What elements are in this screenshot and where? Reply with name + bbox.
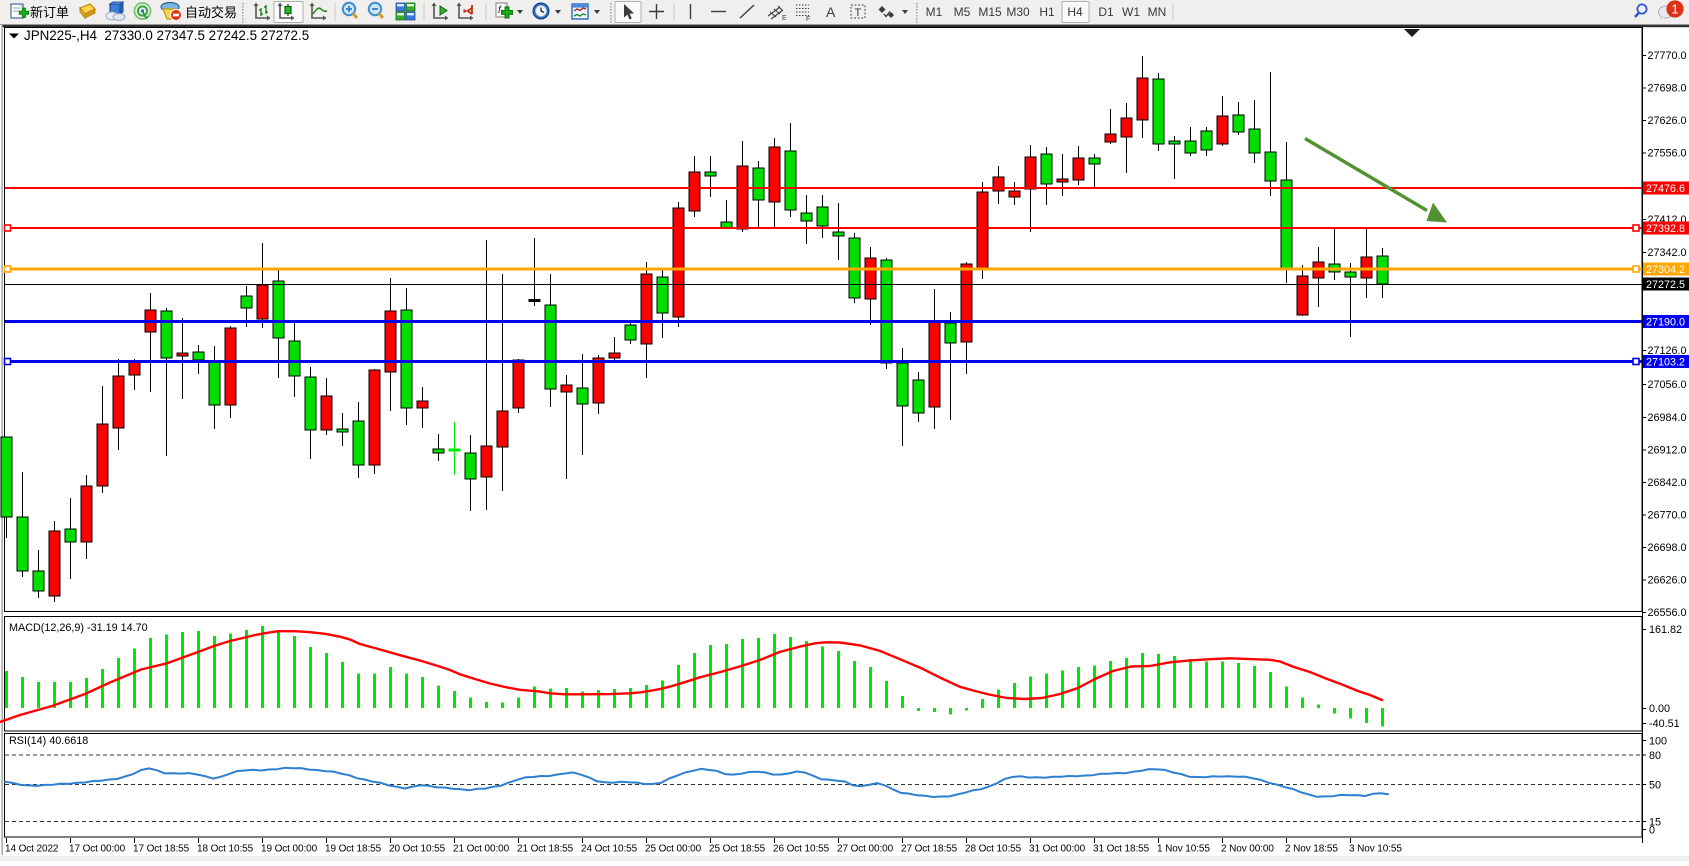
svg-text:27126.0: 27126.0 <box>1648 345 1687 357</box>
svg-text:18 Oct 10:55: 18 Oct 10:55 <box>197 844 254 855</box>
svg-text:21 Oct 00:00: 21 Oct 00:00 <box>453 844 510 855</box>
svg-text:19 Oct 18:55: 19 Oct 18:55 <box>325 844 382 855</box>
svg-text:1: 1 <box>1671 2 1678 17</box>
svg-text:26698.0: 26698.0 <box>1648 542 1687 554</box>
svg-text:E: E <box>782 15 787 22</box>
svg-text:M30: M30 <box>1006 5 1030 19</box>
svg-text:27698.0: 27698.0 <box>1648 83 1687 95</box>
svg-text:28 Oct 10:55: 28 Oct 10:55 <box>965 844 1022 855</box>
svg-text:26842.0: 26842.0 <box>1648 477 1687 489</box>
svg-text:JPN225-,H4 27330.0 27347.5 27: JPN225-,H4 27330.0 27347.5 27242.5 27272… <box>24 28 309 43</box>
svg-text:M5: M5 <box>954 5 971 19</box>
svg-text:26556.0: 26556.0 <box>1648 607 1687 619</box>
svg-text:27342.0: 27342.0 <box>1648 247 1687 259</box>
svg-text:20 Oct 10:55: 20 Oct 10:55 <box>389 844 446 855</box>
svg-text:17 Oct 00:00: 17 Oct 00:00 <box>69 844 126 855</box>
svg-text:MN: MN <box>1148 5 1167 19</box>
svg-text:A: A <box>826 4 836 20</box>
svg-text:MACD(12,26,9) -31.19 14.70: MACD(12,26,9) -31.19 14.70 <box>9 622 148 634</box>
svg-text:100: 100 <box>1649 736 1667 748</box>
svg-text:-40.51: -40.51 <box>1649 718 1680 730</box>
svg-text:27 Oct 18:55: 27 Oct 18:55 <box>901 844 958 855</box>
svg-text:27103.2: 27103.2 <box>1646 357 1685 369</box>
svg-text:RSI(14) 40.6618: RSI(14) 40.6618 <box>9 735 88 747</box>
svg-text:27392.8: 27392.8 <box>1646 223 1685 235</box>
svg-text:31 Oct 18:55: 31 Oct 18:55 <box>1093 844 1150 855</box>
svg-text:1 Nov 10:55: 1 Nov 10:55 <box>1157 844 1210 855</box>
svg-text:2 Nov 00:00: 2 Nov 00:00 <box>1221 844 1274 855</box>
svg-text:27056.0: 27056.0 <box>1648 379 1687 391</box>
svg-text:新订单: 新订单 <box>30 5 69 20</box>
svg-text:27626.0: 27626.0 <box>1648 115 1687 127</box>
svg-text:27 Oct 00:00: 27 Oct 00:00 <box>837 844 894 855</box>
svg-text:0: 0 <box>1649 825 1655 837</box>
svg-text:26770.0: 26770.0 <box>1648 510 1687 522</box>
svg-text:17 Oct 18:55: 17 Oct 18:55 <box>133 844 190 855</box>
svg-text:0.00: 0.00 <box>1649 703 1670 715</box>
svg-text:27272.5: 27272.5 <box>1646 279 1685 291</box>
svg-text:26912.0: 26912.0 <box>1648 445 1687 457</box>
svg-text:F: F <box>806 16 810 23</box>
svg-text:M15: M15 <box>978 5 1002 19</box>
svg-text:D1: D1 <box>1098 5 1114 19</box>
svg-text:26626.0: 26626.0 <box>1648 575 1687 587</box>
svg-text:24 Oct 10:55: 24 Oct 10:55 <box>581 844 638 855</box>
svg-text:15: 15 <box>1649 817 1661 829</box>
svg-text:自动交易: 自动交易 <box>185 5 237 20</box>
svg-text:26984.0: 26984.0 <box>1648 412 1687 424</box>
svg-text:50: 50 <box>1649 780 1661 792</box>
svg-text:27770.0: 27770.0 <box>1648 50 1687 62</box>
svg-text:25 Oct 00:00: 25 Oct 00:00 <box>645 844 702 855</box>
svg-text:2 Nov 18:55: 2 Nov 18:55 <box>1285 844 1338 855</box>
svg-text:f: f <box>498 5 502 16</box>
svg-text:31 Oct 00:00: 31 Oct 00:00 <box>1029 844 1086 855</box>
svg-text:T: T <box>855 7 862 19</box>
svg-text:14 Oct 2022: 14 Oct 2022 <box>5 844 59 855</box>
svg-text:H4: H4 <box>1067 5 1083 19</box>
svg-text:27556.0: 27556.0 <box>1648 148 1687 160</box>
svg-text:161.82: 161.82 <box>1649 624 1682 636</box>
svg-text:27304.2: 27304.2 <box>1646 264 1685 276</box>
svg-text:27476.6: 27476.6 <box>1646 183 1685 195</box>
svg-text:M1: M1 <box>926 5 943 19</box>
svg-text:H1: H1 <box>1039 5 1055 19</box>
svg-text:80: 80 <box>1649 750 1661 762</box>
svg-text:26 Oct 10:55: 26 Oct 10:55 <box>773 844 830 855</box>
svg-text:27190.0: 27190.0 <box>1646 317 1685 329</box>
svg-text:19 Oct 00:00: 19 Oct 00:00 <box>261 844 318 855</box>
svg-text:3 Nov 10:55: 3 Nov 10:55 <box>1349 844 1402 855</box>
svg-text:25 Oct 18:55: 25 Oct 18:55 <box>709 844 766 855</box>
svg-text:21 Oct 18:55: 21 Oct 18:55 <box>517 844 574 855</box>
svg-text:W1: W1 <box>1122 5 1140 19</box>
